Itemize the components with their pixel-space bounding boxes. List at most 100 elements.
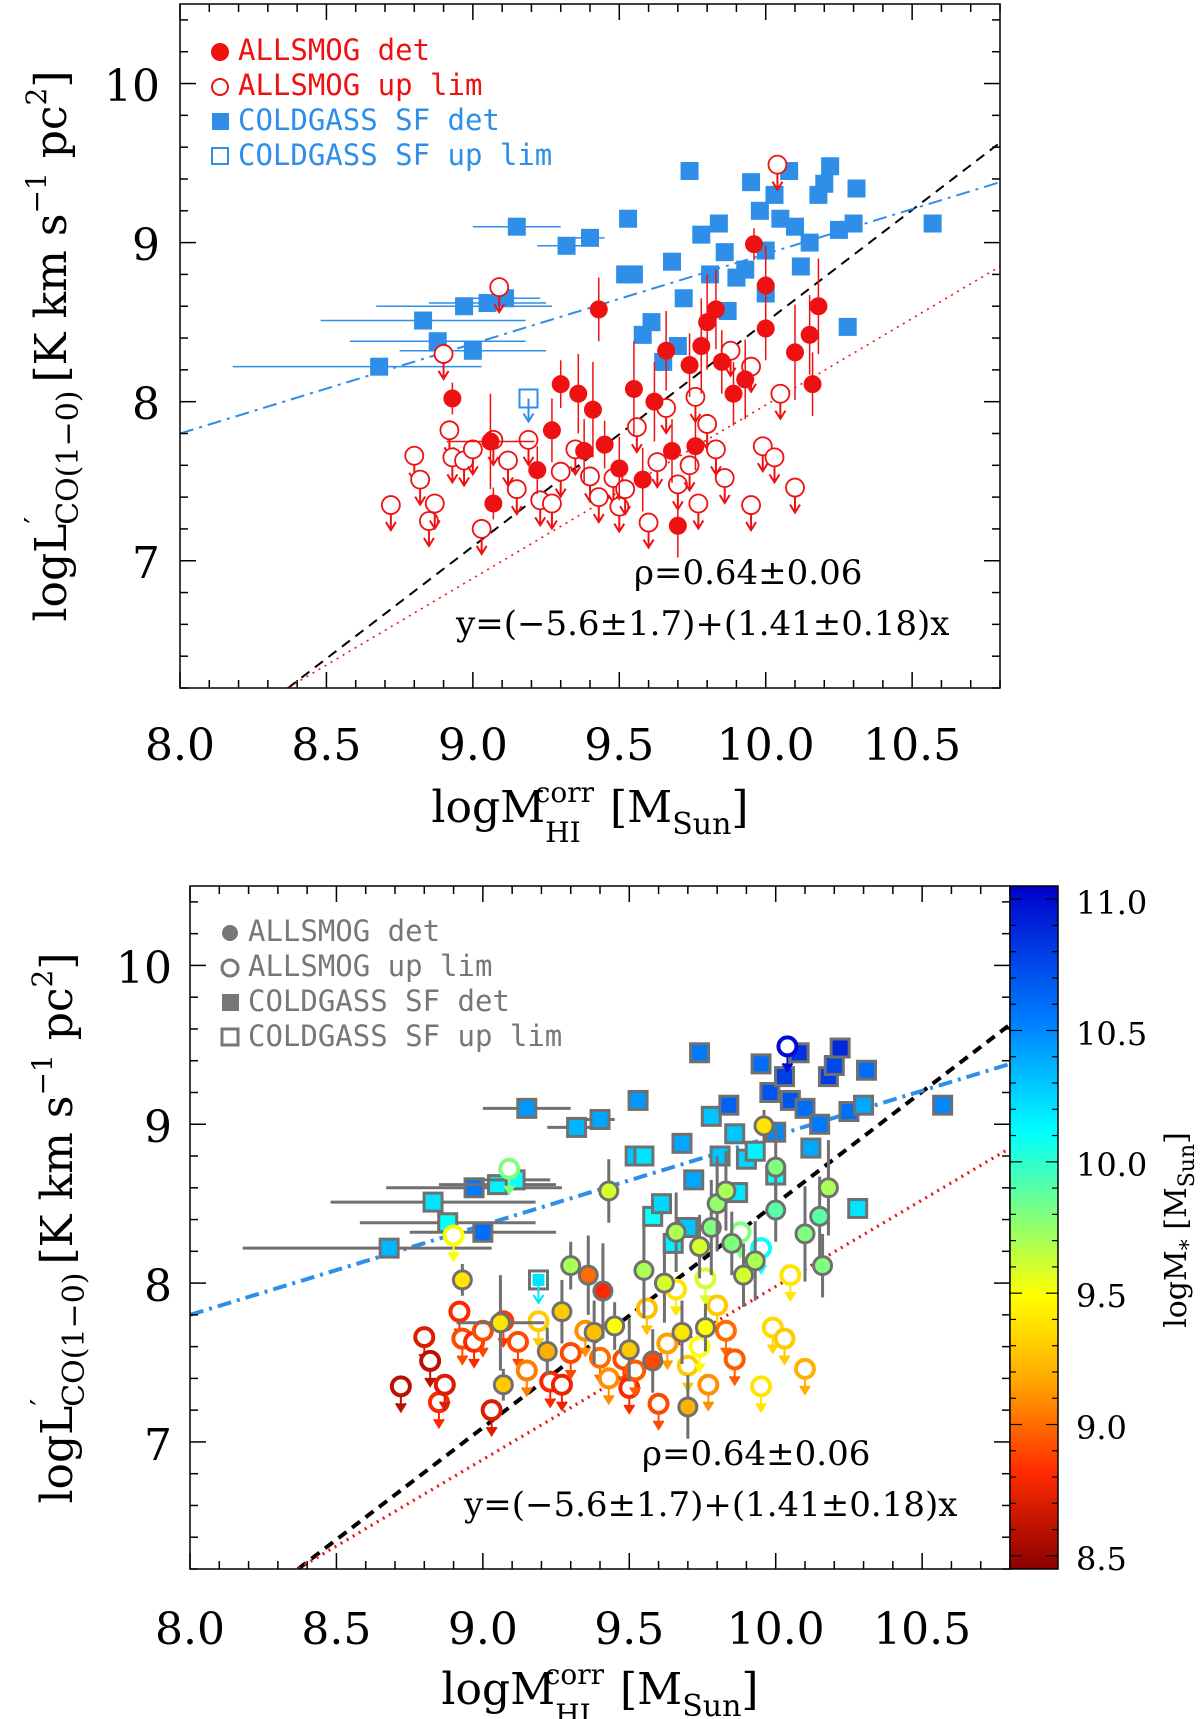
coldgass-det-point bbox=[651, 1193, 672, 1215]
allsmog-det-point bbox=[569, 384, 588, 403]
allsmog-uplim-point bbox=[580, 466, 600, 487]
allsmog-det-point bbox=[657, 341, 676, 360]
uplim-arrowhead bbox=[641, 1324, 653, 1336]
allsmog-det-point bbox=[689, 1236, 711, 1258]
allsmog-det-point bbox=[721, 1232, 743, 1254]
allsmog-det-point bbox=[598, 1180, 620, 1202]
bottom-x-axis-label: logMHIcorr [MSun] bbox=[441, 1658, 758, 1719]
bottom-x-tick-label: 10.5 bbox=[873, 1604, 971, 1655]
top-x-axis-label: logMHIcorr [MSun] bbox=[431, 776, 748, 849]
coldgass-det-point bbox=[581, 228, 599, 247]
allsmog-uplim-point bbox=[550, 1373, 573, 1396]
allsmog-det-point bbox=[610, 459, 629, 478]
uplim-arrowhead bbox=[546, 519, 558, 531]
allsmog-uplim-point bbox=[489, 277, 510, 298]
allsmog-uplim-point bbox=[647, 1392, 670, 1415]
bottom-legend-marker-coldgass-det bbox=[222, 994, 239, 1011]
coldgass-det-point bbox=[750, 201, 769, 220]
allsmog-det-point bbox=[633, 1259, 655, 1281]
allsmog-det-point bbox=[645, 392, 664, 411]
coldgass-det-point bbox=[853, 1094, 875, 1116]
top-legend-marker-allsmog-det bbox=[211, 43, 229, 61]
coldgass-det-point bbox=[507, 217, 526, 236]
uplim-arrowhead bbox=[438, 1401, 451, 1412]
allsmog-uplim-point bbox=[410, 469, 431, 490]
allsmog-det-point bbox=[698, 313, 717, 332]
allsmog-uplim-point bbox=[542, 493, 562, 514]
uplim-arrowhead bbox=[395, 1402, 407, 1414]
coldgass-det-point bbox=[771, 209, 790, 228]
top-x-tick-label: 9.0 bbox=[438, 720, 508, 771]
allsmog-uplim-point bbox=[706, 439, 726, 460]
allsmog-uplim-point bbox=[480, 1399, 503, 1422]
coldgass-det-point bbox=[932, 1094, 954, 1116]
coldgass-det-point bbox=[414, 311, 433, 330]
allsmog-det-point bbox=[451, 1269, 473, 1291]
coldgass-det-point bbox=[700, 1105, 722, 1127]
coldgass-det-point bbox=[487, 1174, 508, 1196]
coldgass-det-point bbox=[566, 1116, 588, 1138]
allsmog-det-point bbox=[765, 1156, 787, 1178]
allsmog-det-point bbox=[794, 1223, 816, 1245]
allsmog-det-point bbox=[809, 1205, 831, 1227]
colorbar-tick-label: 10.0 bbox=[1076, 1146, 1147, 1184]
allsmog-det-point bbox=[583, 400, 602, 419]
coldgass-det-point bbox=[624, 265, 643, 284]
colorbar-ticks bbox=[1010, 898, 1058, 1557]
allsmog-uplim-point bbox=[656, 1332, 679, 1355]
bottom-y-tick-label: 9 bbox=[144, 1102, 172, 1153]
bottom-legend-label: COLDGASS SF up lim bbox=[248, 1019, 562, 1053]
coldgass-det-point bbox=[759, 1081, 781, 1103]
uplim-arrowhead bbox=[437, 370, 450, 381]
top-x-tick-label: 8.5 bbox=[291, 720, 361, 771]
allsmog-uplim-point bbox=[779, 1264, 802, 1287]
uplim-arrowhead bbox=[718, 494, 731, 505]
top-panel: 8.0 8.5 9.0 9.5 10.0 10.5 7 8 9 10 logMH… bbox=[19, 3, 1001, 849]
uplim-arrowhead bbox=[456, 1355, 469, 1366]
top-legend-label: ALLSMOG up lim bbox=[238, 68, 482, 102]
allsmog-uplim-point bbox=[433, 1373, 456, 1396]
uplim-arrowhead bbox=[554, 488, 567, 499]
uplim-arrowhead bbox=[423, 537, 435, 548]
allsmog-det-point bbox=[604, 1315, 626, 1337]
coldgass-det-point bbox=[709, 214, 728, 233]
allsmog-det-point bbox=[712, 352, 731, 371]
allsmog-uplim-point bbox=[515, 1359, 538, 1382]
allsmog-uplim-point bbox=[679, 455, 700, 476]
coldgass-det-point bbox=[718, 1094, 740, 1116]
uplim-arrowhead bbox=[458, 477, 470, 488]
allsmog-det-point bbox=[489, 1312, 511, 1334]
allsmog-det-point bbox=[686, 437, 705, 456]
coldgass-det-point bbox=[800, 233, 819, 252]
uplim-arrowhead bbox=[613, 523, 626, 534]
allsmog-uplim-point bbox=[767, 154, 788, 175]
allsmog-uplim-point bbox=[448, 1300, 471, 1323]
uplim-arrowhead bbox=[651, 478, 664, 490]
coldgass-det-point bbox=[786, 217, 804, 236]
uplim-arrowhead bbox=[699, 1294, 712, 1306]
allsmog-uplim-point bbox=[471, 1319, 494, 1342]
allsmog-uplim-point bbox=[498, 1157, 521, 1180]
allsmog-uplim-point bbox=[770, 383, 791, 404]
coldgass-det-point bbox=[463, 341, 482, 360]
coldgass-det-point bbox=[744, 1140, 766, 1162]
allsmog-det-point bbox=[663, 441, 681, 460]
uplim-arrowhead bbox=[784, 1291, 797, 1303]
coldgass-det-point bbox=[750, 1053, 772, 1075]
allsmog-uplim-point bbox=[794, 1357, 816, 1380]
uplim-arrowhead bbox=[564, 1369, 577, 1380]
allsmog-det-point bbox=[724, 384, 743, 403]
allsmog-det-point bbox=[560, 1255, 582, 1277]
colorbar: 8.5 9.0 9.5 10.0 10.5 11.0 logM* [MSun] bbox=[1009, 884, 1200, 1578]
allsmog-det-point bbox=[575, 441, 594, 460]
allsmog-det-point bbox=[633, 470, 652, 489]
uplim-arrowhead bbox=[579, 1347, 592, 1358]
allsmog-uplim-point bbox=[785, 477, 805, 498]
allsmog-det-point bbox=[551, 1301, 573, 1323]
coldgass-det-point bbox=[370, 357, 389, 376]
allsmog-det-point bbox=[671, 1321, 693, 1343]
uplim-arrowhead bbox=[477, 1347, 489, 1358]
uplim-arrowhead bbox=[631, 443, 643, 455]
uplim-arrowhead bbox=[534, 516, 547, 528]
